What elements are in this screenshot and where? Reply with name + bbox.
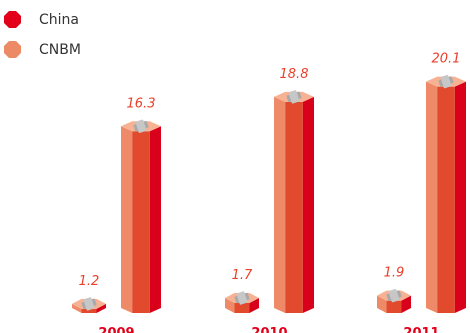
bar-cnbm-2010-left-face bbox=[274, 96, 286, 313]
bar-china-2011-right-face bbox=[401, 295, 411, 313]
bar-china-2011-top-emblem-core bbox=[388, 288, 400, 303]
data-label-china-2011: 1.9 bbox=[384, 266, 405, 281]
bar-china-2010-right-face bbox=[249, 298, 259, 313]
data-label-china-2009: 1.2 bbox=[79, 274, 100, 289]
bar-china-2011 bbox=[377, 288, 411, 313]
legend-item-cnbm: CNBM bbox=[4, 41, 81, 58]
data-label-cnbm-2009: 16.3 bbox=[127, 96, 156, 111]
data-label-cnbm-2011: 20.1 bbox=[432, 52, 461, 67]
bar-cnbm-2011-top-emblem-core bbox=[440, 74, 452, 89]
bar-cnbm-2010-top-emblem-core bbox=[288, 90, 300, 104]
bar-cnbm-2011-left-face bbox=[426, 81, 438, 313]
legend-cnbm-label: CNBM bbox=[39, 42, 81, 58]
bar-cnbm-2011 bbox=[426, 74, 466, 313]
bar-cnbm-2009-left-face bbox=[121, 126, 133, 314]
legend-china-label: China bbox=[39, 12, 79, 28]
bar-china-2010 bbox=[225, 291, 259, 313]
labels-layer: 1.2 16.3 2009 1.7 18.8 2010 1.9 20.1 2011 bbox=[79, 52, 461, 333]
bar-china-2009 bbox=[72, 297, 106, 313]
legend-cnbm-octagon-icon bbox=[4, 41, 21, 58]
x-tick-label-2009: 2009 bbox=[98, 326, 134, 333]
bar-china-2009-left-face bbox=[72, 303, 82, 313]
legend-item-china: China bbox=[4, 11, 79, 28]
bar-cnbm-2009-front-face bbox=[132, 131, 150, 313]
bar-china-2010-top-emblem-core bbox=[236, 291, 248, 305]
data-label-cnbm-2010: 18.8 bbox=[280, 67, 309, 82]
bar-cnbm-2010-right-face bbox=[302, 96, 314, 313]
data-label-china-2010: 1.7 bbox=[232, 268, 253, 283]
bar-china-2010-left-face bbox=[225, 298, 235, 313]
bar-cnbm-2009 bbox=[121, 119, 161, 314]
bar-cnbm-2011-front-face bbox=[437, 86, 455, 313]
bar-cnbm-2010 bbox=[274, 90, 314, 313]
legend: China CNBM bbox=[4, 11, 81, 58]
legend-china-octagon-icon bbox=[4, 11, 21, 28]
bar-cnbm-2011-right-face bbox=[454, 81, 466, 313]
bar-china-2009-right-face bbox=[96, 303, 106, 313]
bar-china-2009-front-face bbox=[81, 308, 97, 313]
bar-china-2009-top-emblem-core bbox=[83, 297, 95, 311]
bar-china-2011-front-face bbox=[386, 300, 402, 313]
bar-china-2011-left-face bbox=[377, 295, 387, 313]
x-tick-label-2011: 2011 bbox=[403, 326, 439, 333]
bar-cnbm-2009-top-emblem-core bbox=[135, 119, 147, 133]
bars-layer bbox=[72, 74, 466, 314]
bar-cnbm-2010-front-face bbox=[285, 101, 303, 313]
x-tick-label-2010: 2010 bbox=[251, 326, 287, 333]
bar-cnbm-2009-right-face bbox=[149, 126, 161, 314]
bar-china-2010-front-face bbox=[234, 303, 250, 313]
